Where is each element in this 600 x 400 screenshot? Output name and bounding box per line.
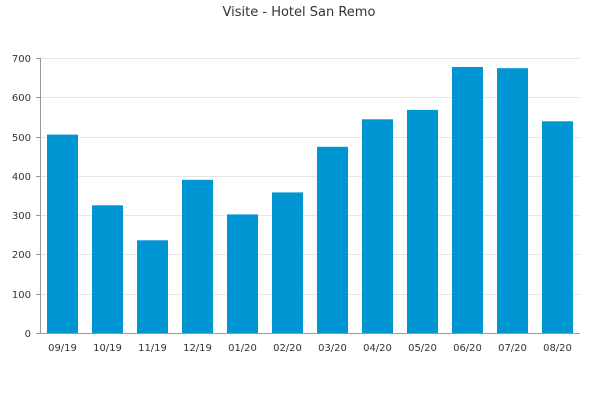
x-tick-label: 05/20	[408, 343, 437, 354]
x-tick-label: 06/20	[453, 343, 482, 354]
y-tick-label: 300	[12, 211, 31, 222]
x-tick-label: 04/20	[363, 343, 392, 354]
bar-11-19	[137, 240, 168, 333]
bar-09-19	[47, 134, 78, 333]
x-axis-tick-labels: 09/19 10/19 11/19 12/19 01/20 02/20 03/20 04/20…	[48, 343, 572, 354]
gridlines	[40, 58, 580, 295]
bar-02-20	[272, 192, 303, 333]
y-tick-label: 100	[12, 290, 31, 301]
y-tick-label: 700	[12, 54, 31, 65]
x-tick-label: 10/19	[93, 343, 122, 354]
y-tick-label: 600	[12, 93, 31, 104]
axes	[36, 58, 580, 334]
x-tick-label: 07/20	[498, 343, 527, 354]
y-tick-label: 200	[12, 250, 31, 261]
bar-12-19	[182, 179, 213, 333]
bar-08-20	[542, 121, 573, 334]
x-tick-label: 02/20	[273, 343, 302, 354]
bars	[47, 67, 573, 334]
x-tick-label: 08/20	[543, 343, 572, 354]
x-tick-label: 01/20	[228, 343, 257, 354]
y-axis-tick-labels: 0 100 200 300 400 500 600 700	[12, 54, 31, 340]
x-tick-label: 12/19	[183, 343, 212, 354]
bar-10-19	[92, 205, 123, 333]
y-tick-label: 400	[12, 172, 31, 183]
bar-03-20	[317, 146, 348, 333]
y-tick-label: 500	[12, 133, 31, 144]
y-tick-label: 0	[25, 329, 31, 340]
bar-05-20	[407, 109, 438, 334]
bar-04-20	[362, 119, 393, 333]
bar-06-20	[452, 67, 483, 333]
chart-title: Visite - Hotel San Remo	[223, 5, 376, 20]
x-tick-label: 11/19	[138, 343, 167, 354]
bar-01-20	[227, 214, 258, 333]
bar-07-20	[497, 68, 528, 333]
x-tick-label: 09/19	[48, 343, 77, 354]
x-tick-label: 03/20	[318, 343, 347, 354]
